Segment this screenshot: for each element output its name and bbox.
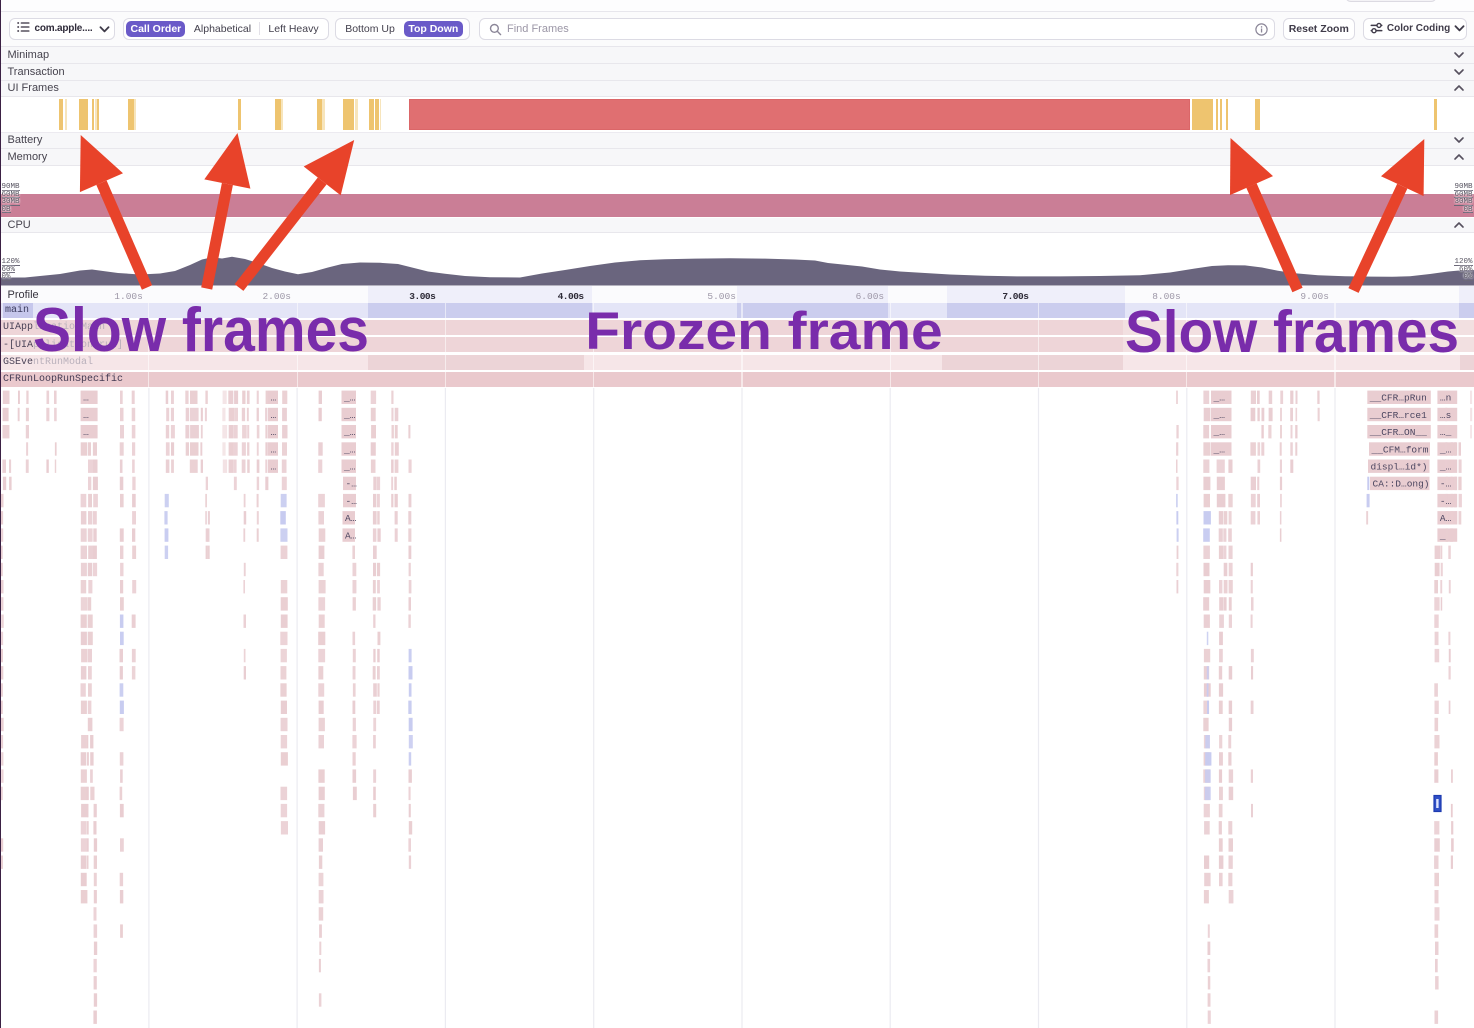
svg-text:…n: …n <box>1440 393 1451 404</box>
svg-text:_…: _… <box>1213 444 1226 455</box>
svg-text:…: … <box>271 444 277 455</box>
svg-text:__CFR…ON__: __CFR…ON__ <box>1369 427 1427 438</box>
svg-text:__CFM…form: __CFM…form <box>1371 444 1429 455</box>
svg-text:CA::D…ong): CA::D…ong) <box>1373 479 1430 490</box>
svg-text:…: … <box>83 427 89 438</box>
svg-text:…: … <box>271 393 277 404</box>
svg-text:A…: A… <box>345 513 357 524</box>
svg-text:…: … <box>83 410 89 421</box>
svg-text:…: … <box>271 427 277 438</box>
svg-text:_…: _… <box>1213 393 1226 404</box>
svg-text:_…: _… <box>1439 462 1452 473</box>
svg-text:-…: -… <box>346 496 358 507</box>
svg-text:…s: …s <box>1440 410 1451 421</box>
svg-text:_…: _… <box>1213 427 1226 438</box>
svg-text:_: _ <box>1439 530 1446 541</box>
svg-text:displ…id*): displ…id*) <box>1371 462 1428 473</box>
svg-text:-…: -… <box>1440 496 1452 507</box>
svg-text:_…: _… <box>343 444 356 455</box>
svg-text:__CFR…rce1: __CFR…rce1 <box>1369 410 1427 421</box>
svg-text:_…: _… <box>343 462 356 473</box>
svg-text:_…: _… <box>343 427 356 438</box>
svg-text:…: … <box>271 410 277 421</box>
svg-text:-…: -… <box>1440 479 1452 490</box>
svg-text:A…: A… <box>345 530 357 541</box>
svg-text:…_: …_ <box>1440 427 1452 438</box>
svg-text:A…: A… <box>1440 513 1452 524</box>
svg-text:_…: _… <box>1439 444 1452 455</box>
svg-text:-…: -… <box>346 479 358 490</box>
svg-text:_…: _… <box>1213 410 1226 421</box>
svg-text:_…: _… <box>343 410 356 421</box>
svg-text:…: … <box>271 462 277 473</box>
svg-text:…: … <box>83 393 89 404</box>
svg-text:_…: _… <box>343 393 356 404</box>
svg-text:__CFR…pRun: __CFR…pRun <box>1369 393 1427 404</box>
